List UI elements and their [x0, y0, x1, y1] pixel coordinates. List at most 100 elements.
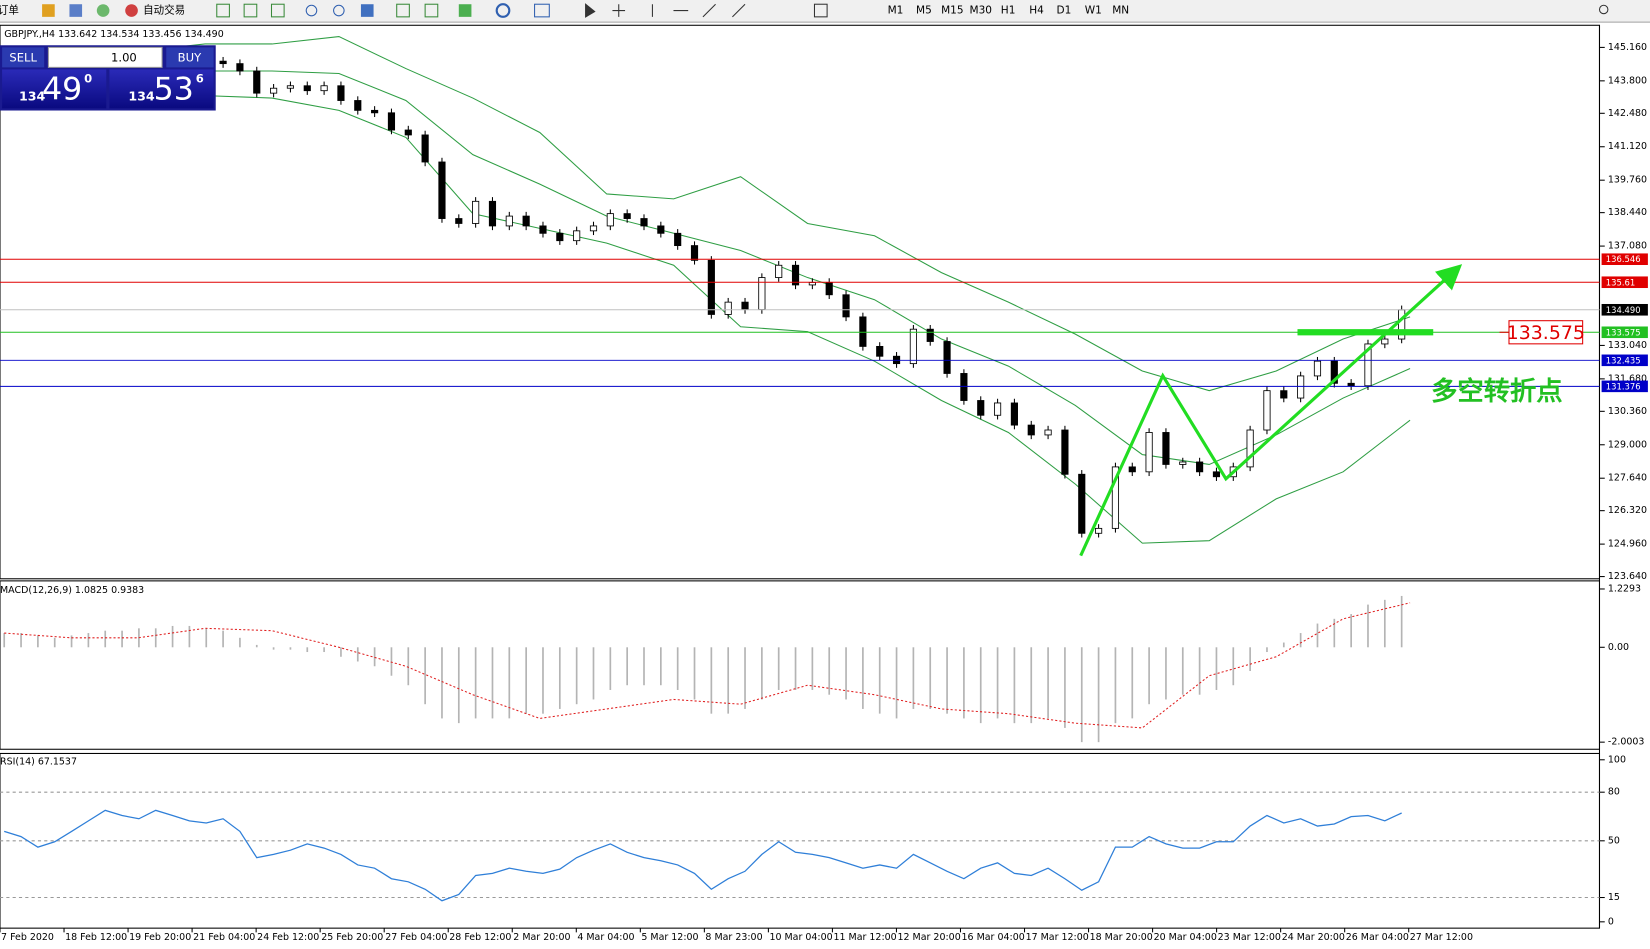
buy-label[interactable]: BUY [178, 50, 202, 64]
icon[interactable] [243, 3, 258, 18]
price-tag-label: 132.435 [1606, 355, 1641, 365]
candle-body [1027, 424, 1035, 436]
x-tick-label: 19 Feb 20:00 [129, 932, 191, 943]
candle-body [286, 85, 295, 89]
icon[interactable] [333, 4, 345, 17]
timeframe-button[interactable]: H4 [1029, 5, 1044, 17]
candle-body [943, 341, 951, 374]
buy-button[interactable] [166, 47, 214, 68]
icon[interactable] [585, 3, 596, 18]
icon[interactable] [651, 3, 746, 18]
icon[interactable] [612, 4, 626, 17]
icon[interactable] [458, 4, 472, 17]
lot-value[interactable]: 1.00 [111, 50, 137, 64]
icon[interactable] [270, 3, 285, 18]
icon[interactable] [216, 3, 230, 18]
candle-body [1061, 429, 1069, 475]
macd-title: MACD(12,26,9) 1.0825 0.9383 [0, 585, 144, 596]
x-tick-label: 17 Mar 12:00 [1026, 932, 1089, 943]
price-tag [1601, 276, 1648, 289]
x-tick-label: 28 Feb 12:00 [449, 932, 511, 943]
price-tag-label: 136.546 [1606, 254, 1641, 264]
candle-body [1313, 360, 1322, 377]
timeframe-button[interactable]: M15 [941, 5, 963, 17]
x-tick-label: 7 Feb 2020 [1, 932, 54, 943]
bid-box[interactable] [2, 69, 107, 109]
timeframe-button[interactable]: M1 [888, 5, 904, 17]
x-tick-label: 8 Mar 23:00 [705, 932, 762, 943]
candle-body [876, 345, 884, 357]
price-tag [1601, 303, 1648, 316]
timeframe-button[interactable]: D1 [1056, 5, 1071, 17]
icon[interactable] [69, 4, 83, 17]
x-tick-label: 25 Feb 20:00 [321, 932, 383, 943]
price-tag [1601, 354, 1648, 367]
candle-body [1212, 471, 1221, 478]
candle-body [674, 232, 682, 247]
candle-body [775, 264, 783, 278]
bid-fraction: 0 [84, 71, 92, 85]
y-tick-label: 143.800 [1608, 75, 1647, 86]
candle-body [1330, 360, 1338, 384]
candle-body [556, 232, 564, 242]
annotations: 多空转折点 [1079, 264, 1563, 557]
candle-body [724, 301, 732, 315]
y-tick-label: 1.2293 [1608, 583, 1641, 594]
ask-box[interactable] [109, 69, 214, 109]
timeframe-button[interactable]: M30 [970, 5, 992, 17]
price-tag-label: 135.61 [1606, 277, 1635, 287]
candle-body [1263, 390, 1271, 431]
y-tick-label: 141.120 [1608, 141, 1647, 152]
timeframe-button[interactable]: MN [1112, 5, 1129, 17]
icon[interactable] [424, 3, 439, 18]
icon[interactable] [495, 3, 511, 18]
y-tick-label: 0.00 [1608, 642, 1629, 653]
marker-box [1508, 320, 1584, 345]
icon[interactable] [305, 4, 318, 17]
y-tick-label: 139.760 [1608, 175, 1647, 186]
y-tick-label: 124.960 [1608, 539, 1647, 550]
y-tick-label: 127.640 [1608, 473, 1647, 484]
price-tag-label: 134.490 [1606, 305, 1641, 315]
auto-trading-button[interactable]: 自动交易 [143, 4, 185, 17]
lot-input[interactable] [47, 46, 163, 68]
timeframe-button[interactable]: H1 [1001, 5, 1016, 17]
candle-body [455, 218, 463, 224]
icon[interactable] [534, 3, 550, 18]
candle-body [303, 85, 311, 92]
candle-body [1280, 390, 1288, 399]
candle-body [1095, 527, 1103, 534]
chart-window: GBPJPY.,H4 133.642 134.534 133.456 134.4… [0, 24, 1601, 929]
icon[interactable] [813, 3, 828, 18]
candle-body [623, 213, 631, 219]
candle-body [859, 316, 867, 347]
candle-body [1162, 432, 1170, 465]
icon[interactable] [360, 4, 374, 17]
icon[interactable] [42, 4, 55, 17]
candle-body [589, 225, 598, 232]
sell-label[interactable]: SELL [9, 50, 37, 64]
candle-body [404, 129, 412, 136]
candle-body [573, 230, 581, 242]
icon[interactable] [396, 3, 410, 18]
search-icon[interactable] [1598, 4, 1609, 15]
y-tick-label: 137.080 [1608, 241, 1647, 252]
candle-body [505, 215, 513, 227]
candle-body [1111, 466, 1120, 529]
icon[interactable] [125, 4, 138, 17]
timeframe-button[interactable]: M5 [916, 5, 932, 17]
y-tick-label: 80 [1608, 787, 1620, 798]
timeframe-button[interactable]: W1 [1085, 5, 1102, 17]
ask-big: 134 [128, 88, 155, 103]
sell-button[interactable] [2, 47, 45, 68]
new-order-button[interactable]: 新订单 [0, 4, 19, 17]
x-tick-label: 24 Mar 20:00 [1282, 932, 1345, 943]
ask-fraction: 6 [196, 71, 204, 85]
y-tick-label: 145.160 [1608, 42, 1647, 53]
candle-body [690, 245, 699, 261]
candle-body [539, 225, 547, 234]
candle-body [320, 85, 328, 92]
icon[interactable] [96, 4, 110, 17]
